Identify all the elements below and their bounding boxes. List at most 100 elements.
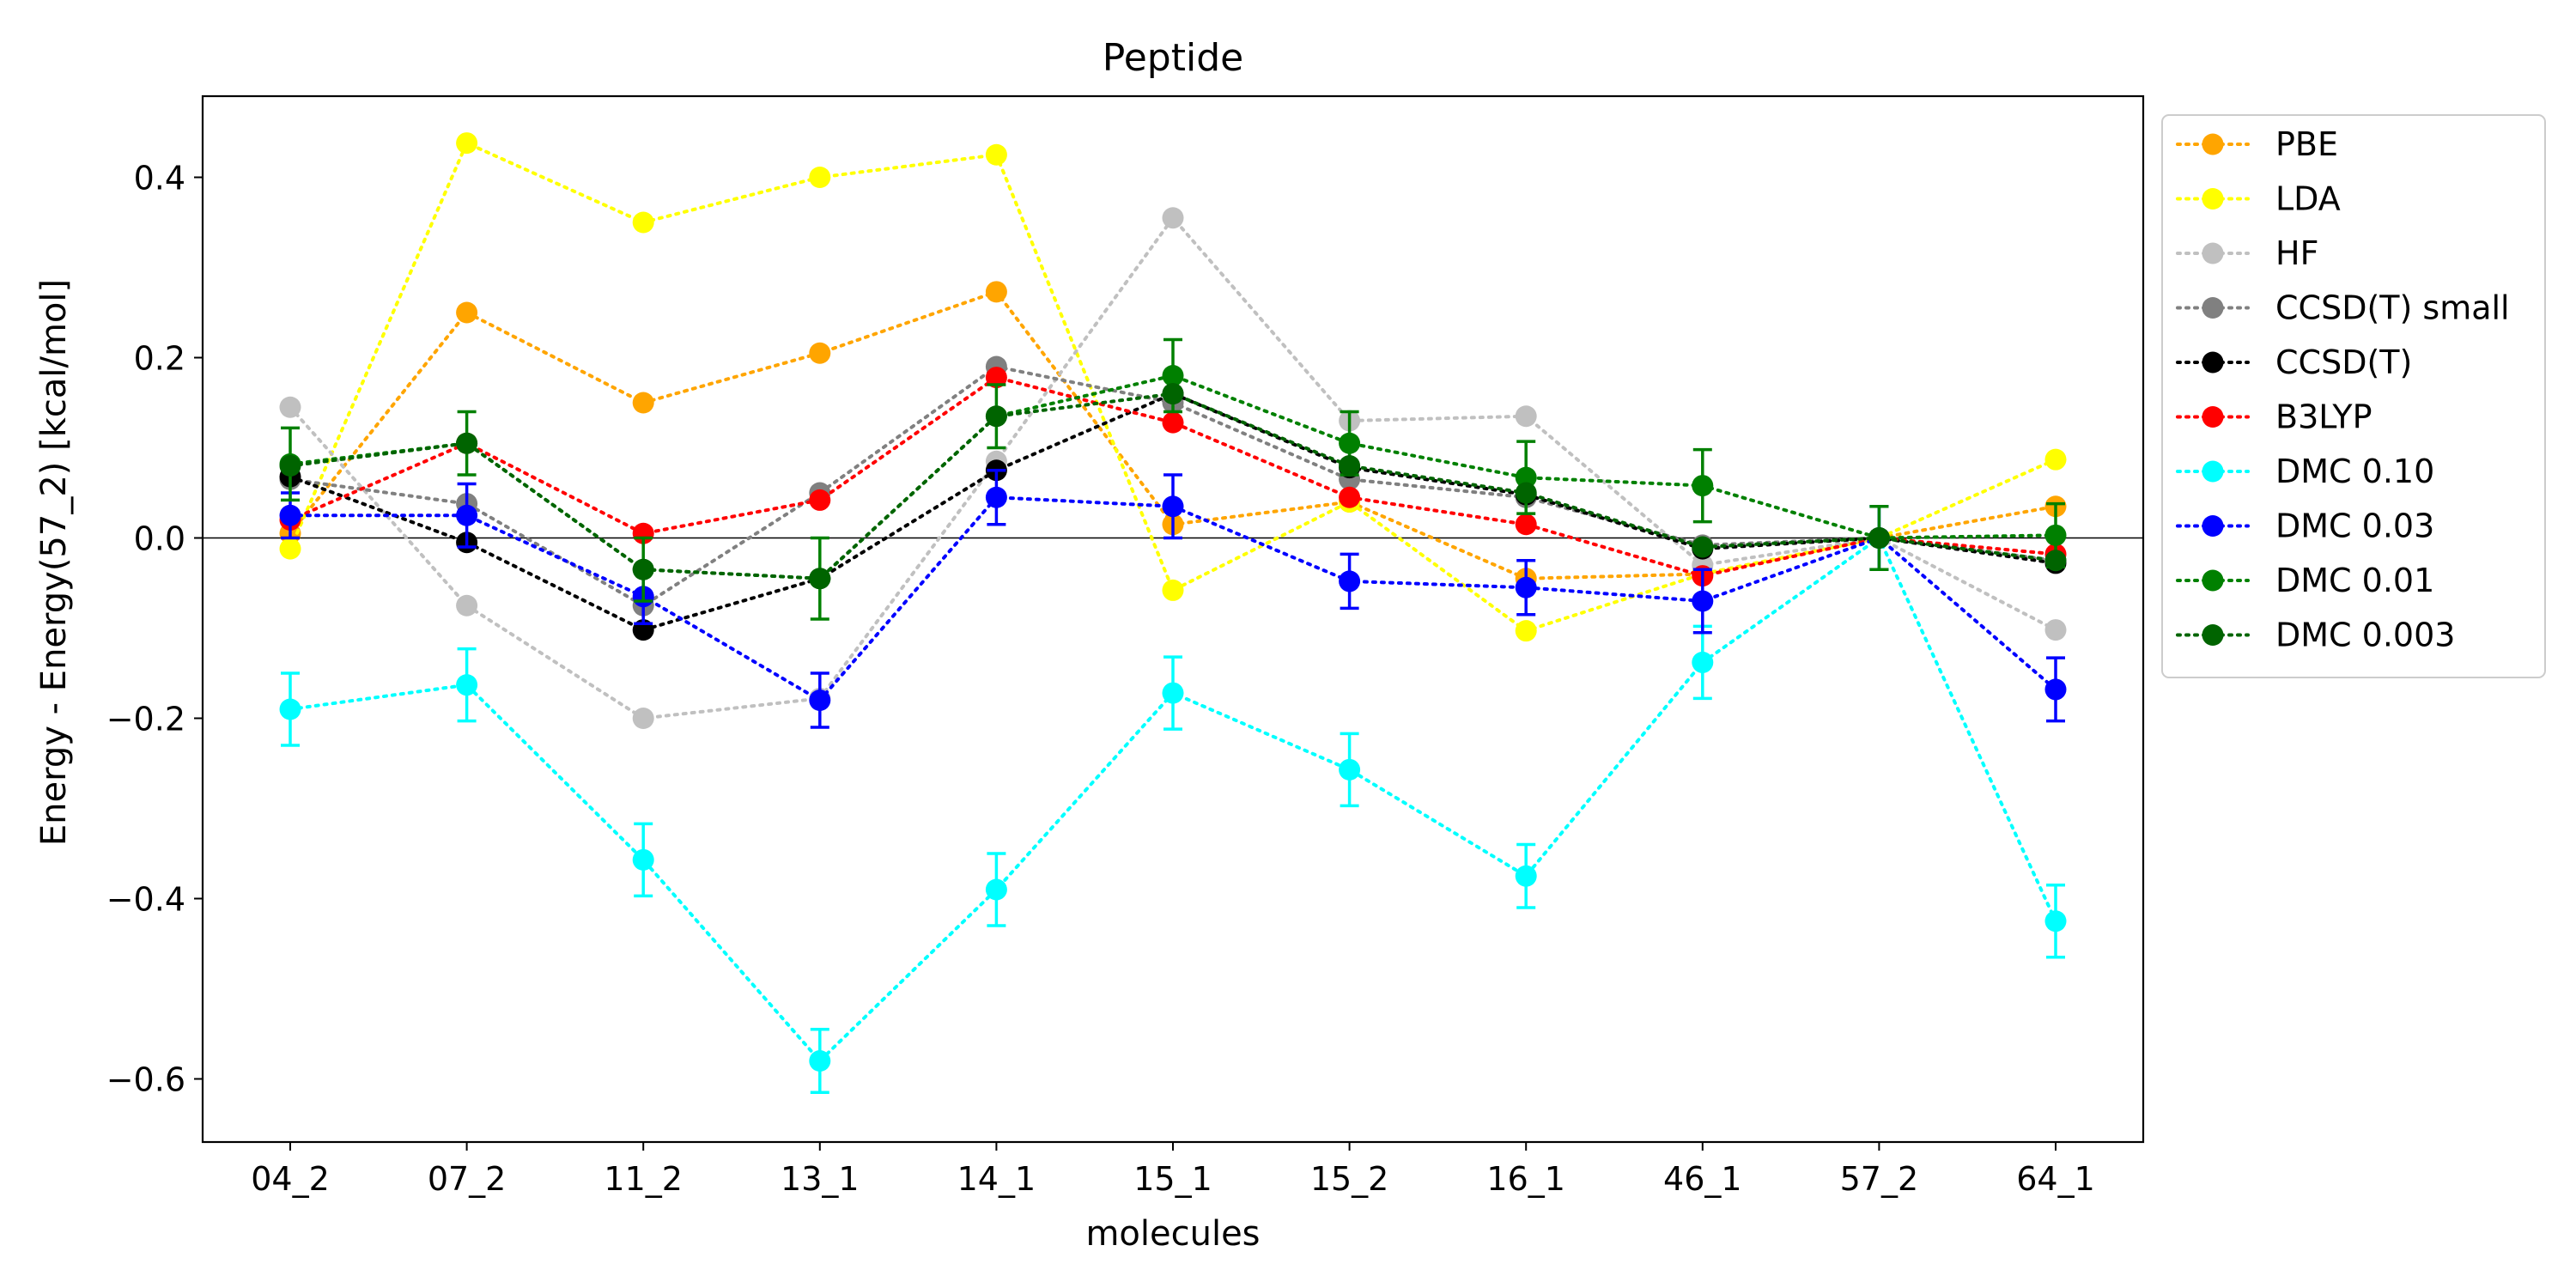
data-point [1692, 590, 1714, 612]
legend-marker [2202, 133, 2224, 155]
data-point [1339, 486, 1361, 508]
data-point [1692, 536, 1714, 558]
data-point [2044, 448, 2067, 471]
legend-item: CCSD(T) small [2176, 289, 2510, 327]
legend-item: DMC 0.10 [2176, 453, 2434, 490]
data-point [809, 167, 831, 188]
legend-label: CCSD(T) [2275, 343, 2412, 381]
data-point [279, 504, 301, 526]
data-point [456, 674, 478, 696]
series-9 [279, 383, 2067, 590]
legend-item: DMC 0.03 [2176, 507, 2434, 545]
data-point [985, 405, 1007, 428]
x-axis-label: molecules [1085, 1214, 1260, 1254]
data-point [1162, 495, 1184, 518]
legend-label: B3LYP [2275, 398, 2372, 436]
data-point [279, 538, 301, 560]
y-tick-label: −0.6 [106, 1061, 185, 1099]
data-point [985, 367, 1007, 389]
series-line [289, 374, 2057, 580]
x-tick-label: 11_2 [604, 1160, 683, 1198]
data-point [1515, 405, 1537, 428]
data-point [279, 396, 301, 418]
data-point [1868, 527, 1890, 549]
x-tick-label: 04_2 [251, 1160, 330, 1198]
x-tick-label: 07_2 [428, 1160, 507, 1198]
data-point [809, 489, 831, 511]
data-point [1692, 475, 1714, 497]
legend-label: DMC 0.003 [2275, 617, 2455, 654]
data-point [1162, 383, 1184, 404]
legend-item: B3LYP [2176, 398, 2372, 436]
data-point [985, 878, 1007, 901]
data-point [632, 848, 654, 871]
x-tick-label: 46_1 [1663, 1160, 1742, 1198]
data-point [2044, 619, 2067, 641]
data-point [1515, 865, 1537, 887]
data-point [632, 708, 654, 729]
data-point [1339, 570, 1361, 592]
legend-item: CCSD(T) [2176, 343, 2412, 381]
legend-marker [2202, 406, 2224, 428]
legend-label: DMC 0.01 [2275, 562, 2434, 599]
data-point [2044, 910, 2067, 933]
data-point [1515, 466, 1537, 489]
legend-marker [2202, 460, 2224, 483]
legend-label: HF [2275, 234, 2318, 272]
data-point [1162, 365, 1184, 386]
data-point [632, 558, 654, 580]
legend-box [2161, 114, 2546, 678]
legend-label: DMC 0.10 [2275, 453, 2434, 490]
legend-item: HF [2176, 234, 2318, 272]
data-point [456, 132, 478, 155]
data-point [985, 486, 1007, 508]
legend-marker [2202, 351, 2224, 374]
legend-marker [2202, 188, 2224, 210]
x-tick-label: 16_1 [1486, 1160, 1565, 1198]
series-2 [279, 207, 2067, 729]
data-point [632, 392, 654, 414]
data-point [1339, 758, 1361, 781]
series-1 [279, 132, 2067, 642]
data-point [809, 690, 831, 711]
data-point [1339, 455, 1361, 477]
data-point [1515, 620, 1537, 642]
data-point [809, 568, 831, 590]
legend: PBE LDA HF CCSD(T) small CCSD(T) B3LYP DMC 0.1… [2161, 114, 2546, 678]
data-point [1162, 682, 1184, 704]
data-point [456, 301, 478, 324]
chart-title: Peptide [1103, 36, 1243, 80]
data-point [985, 143, 1007, 166]
data-point [1515, 576, 1537, 598]
data-point [1162, 579, 1184, 601]
y-tick-label: 0.0 [134, 520, 185, 558]
data-point [1692, 651, 1714, 673]
data-point [1162, 207, 1184, 229]
data-point [1515, 482, 1537, 504]
plot-frame [201, 94, 2145, 1144]
legend-label: DMC 0.03 [2275, 507, 2434, 545]
data-point [1162, 411, 1184, 434]
x-tick-label: 13_1 [781, 1160, 860, 1198]
x-tick-label: 57_2 [1840, 1160, 1919, 1198]
data-point [456, 594, 478, 617]
x-tick-label: 14_1 [957, 1160, 1036, 1198]
x-tick-label: 15_2 [1310, 1160, 1389, 1198]
y-axis-label: Energy - Energy(57_2) [kcal/mol] [34, 279, 74, 846]
y-tick-label: 0.2 [134, 340, 185, 378]
legend-item: LDA [2176, 180, 2341, 218]
data-point [985, 281, 1007, 303]
data-point [456, 432, 478, 454]
y-tick-label: −0.2 [106, 701, 185, 738]
legend-marker [2202, 297, 2224, 319]
data-point [632, 211, 654, 234]
plot-layer: −0.6 −0.4 −0.2 0.0 0.2 0.4 04_2 07_2 11_2 13_1 14_… [106, 132, 2143, 1198]
data-point [2044, 678, 2067, 701]
legend-label: PBE [2275, 125, 2338, 163]
legend-label: LDA [2275, 180, 2341, 218]
data-point [279, 455, 301, 477]
data-point [456, 504, 478, 526]
data-point [809, 342, 831, 364]
